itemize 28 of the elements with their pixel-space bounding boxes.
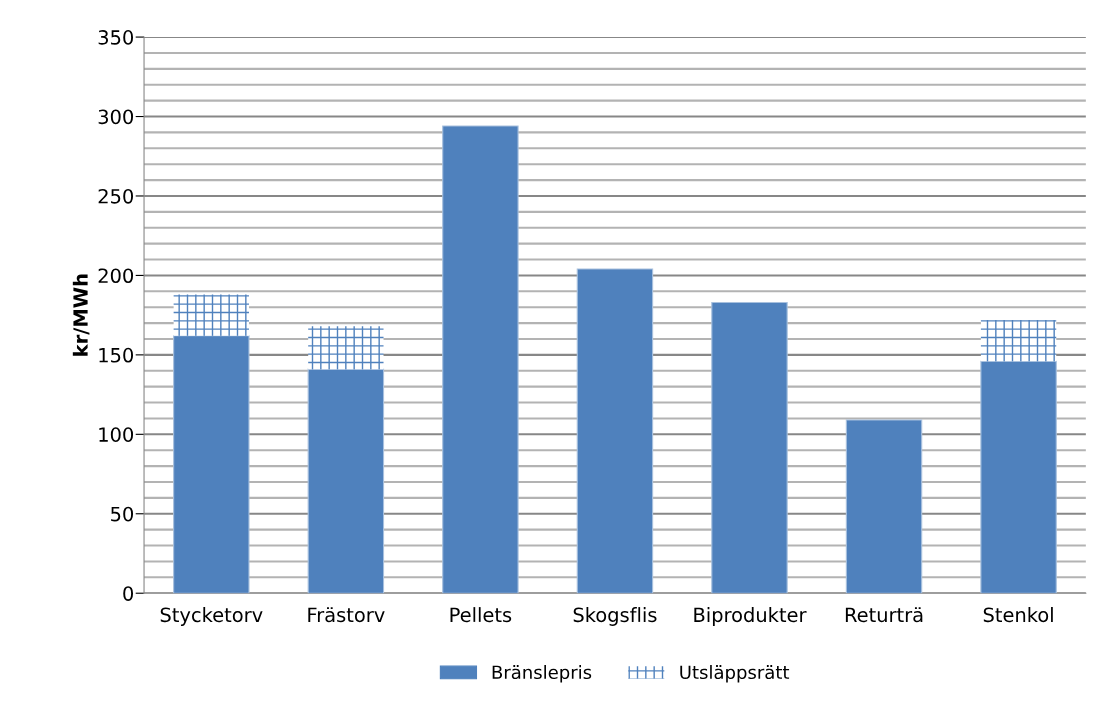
- bar: [173, 294, 249, 336]
- x-tick-label: Stenkol: [983, 607, 1053, 623]
- x-tick-label: Biprodukter: [694, 607, 807, 626]
- bar: [711, 301, 788, 594]
- y-axis-title: kr/MWh: [72, 274, 90, 356]
- bar: [307, 368, 385, 594]
- x-tick-label: Stycketorv: [160, 607, 263, 626]
- y-tick-label: 50: [111, 506, 134, 522]
- y-tick-label: 250: [98, 188, 134, 204]
- y-tick-label: 350: [98, 30, 134, 45]
- y-tick-label: 200: [98, 268, 134, 284]
- x-tick-label: Pellets: [450, 607, 512, 623]
- bar: [173, 335, 250, 594]
- y-tick-label: 100: [99, 427, 134, 442]
- bar: [308, 326, 384, 370]
- x-tick-label: Returträ: [845, 607, 923, 623]
- bar: [576, 268, 654, 594]
- y-tick-label: 0: [123, 586, 134, 601]
- legend-label: Bränslepris: [492, 665, 592, 683]
- x-tick-label: Skogsflis: [573, 607, 657, 626]
- legend-label: Utsläppsrätt: [680, 665, 790, 683]
- y-tick-label: 150: [99, 347, 134, 363]
- bar: [442, 125, 519, 594]
- y-tick-label: 300: [98, 109, 134, 125]
- bar: [980, 319, 1057, 362]
- bar: [980, 360, 1057, 594]
- x-tick-label: Frästorv: [308, 607, 385, 623]
- bar: [845, 419, 923, 594]
